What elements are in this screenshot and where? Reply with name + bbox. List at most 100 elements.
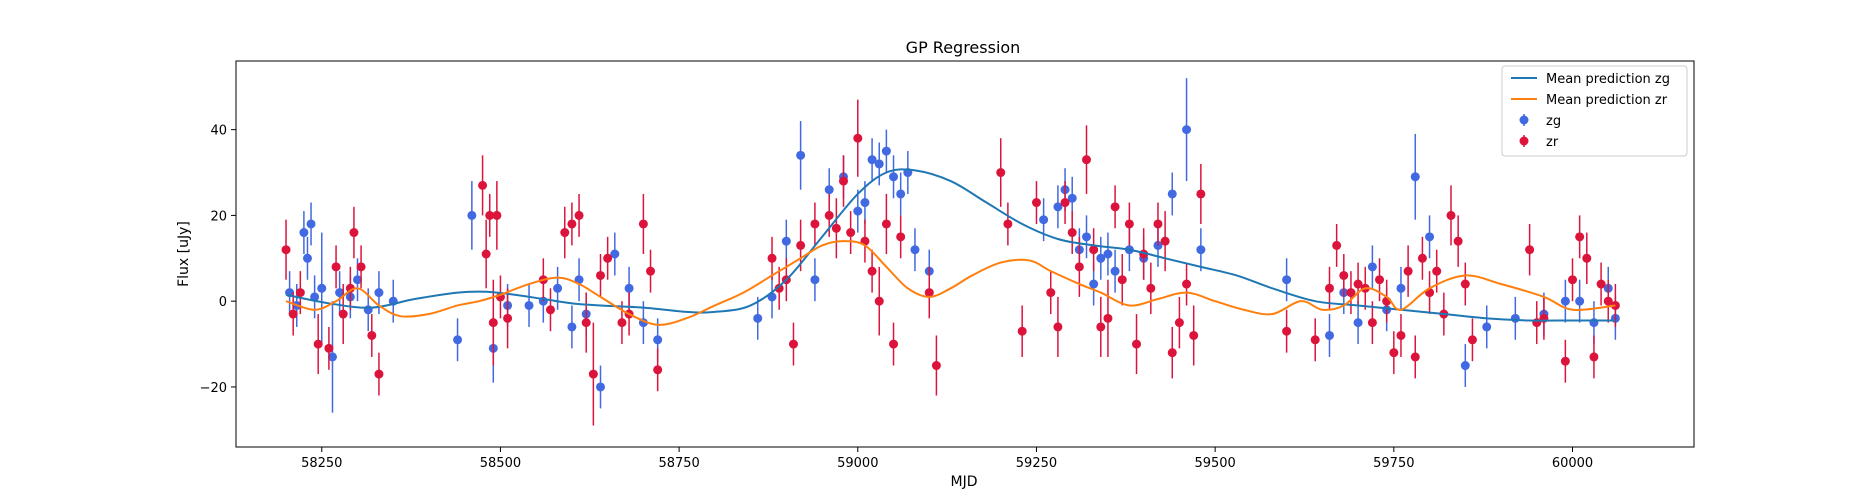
zr-point bbox=[481, 249, 491, 259]
zg-point bbox=[874, 159, 884, 169]
plot-frame bbox=[235, 60, 1695, 448]
zg-point bbox=[524, 300, 534, 310]
zr-point bbox=[545, 305, 555, 315]
zr-point bbox=[313, 339, 323, 349]
zg-point bbox=[796, 150, 806, 160]
zg-point bbox=[1353, 318, 1363, 328]
zg-point bbox=[453, 335, 463, 345]
zg-point bbox=[653, 335, 663, 345]
zr-point bbox=[503, 313, 513, 323]
zr-point bbox=[338, 309, 348, 319]
x-tick-label: 58500 bbox=[480, 456, 521, 471]
zr-point bbox=[924, 288, 934, 298]
zg-point bbox=[1089, 279, 1099, 289]
zr-point bbox=[1460, 279, 1470, 289]
zg-point bbox=[1082, 232, 1091, 242]
zr-point bbox=[1053, 322, 1063, 332]
zr-point bbox=[889, 339, 899, 349]
line-mean-prediction-zr bbox=[285, 240, 1616, 326]
zr-point bbox=[1196, 189, 1206, 199]
y-tick-label: 0 bbox=[219, 295, 227, 310]
zr-point bbox=[1003, 219, 1013, 229]
zr-point bbox=[1446, 210, 1456, 220]
zg-point bbox=[467, 210, 477, 220]
zr-point bbox=[331, 262, 341, 272]
zg-point bbox=[896, 189, 906, 199]
zg-point bbox=[1325, 330, 1334, 340]
zr-point bbox=[1017, 326, 1027, 336]
zr-point bbox=[1132, 339, 1142, 349]
zr-point bbox=[867, 266, 877, 276]
zr-point bbox=[1082, 155, 1091, 165]
zr-point bbox=[1282, 326, 1292, 336]
zr-point bbox=[874, 296, 884, 306]
zr-point bbox=[1389, 348, 1399, 358]
zr-point bbox=[1146, 283, 1156, 293]
zg-point bbox=[1039, 215, 1049, 225]
zg-point bbox=[363, 305, 373, 315]
legend-label-zr: zr bbox=[1546, 135, 1559, 150]
zr-point bbox=[1596, 279, 1606, 289]
zg-point bbox=[1510, 313, 1520, 323]
x-tick-label: 59000 bbox=[837, 456, 878, 471]
zr-point bbox=[1117, 275, 1127, 285]
zr-point bbox=[1417, 253, 1427, 263]
zr-point bbox=[1396, 330, 1406, 340]
zr-point bbox=[1074, 262, 1084, 272]
zr-point bbox=[1046, 288, 1056, 298]
legend-label-zg-line: Mean prediction zg bbox=[1546, 72, 1670, 87]
zg-point bbox=[1425, 232, 1435, 242]
zr-point bbox=[653, 365, 663, 375]
zr-point bbox=[596, 270, 605, 280]
zg-point bbox=[781, 236, 791, 246]
zr-point bbox=[839, 176, 848, 186]
zr-point bbox=[846, 228, 856, 238]
zr-point bbox=[488, 318, 498, 328]
zg-point bbox=[1575, 296, 1585, 306]
legend-label-zg: zg bbox=[1546, 114, 1561, 129]
zr-point bbox=[1182, 279, 1192, 289]
zg-point bbox=[824, 185, 834, 195]
zr-point bbox=[810, 219, 820, 229]
zr-point bbox=[1453, 236, 1463, 246]
zg-point bbox=[1196, 245, 1206, 255]
zr-point bbox=[574, 210, 584, 220]
zg-point bbox=[299, 228, 309, 238]
legend-marker-zr bbox=[1519, 136, 1529, 146]
x-tick-label: 59750 bbox=[1373, 456, 1414, 471]
zg-point bbox=[327, 352, 337, 362]
y-tick-label: 20 bbox=[210, 209, 227, 224]
zr-point bbox=[288, 309, 298, 319]
series-zg bbox=[285, 78, 1620, 413]
zr-point bbox=[896, 232, 906, 242]
zr-point bbox=[1560, 356, 1570, 366]
zr-point bbox=[796, 240, 806, 250]
zr-point bbox=[356, 262, 366, 272]
zg-point bbox=[1460, 361, 1470, 371]
zr-point bbox=[1031, 198, 1041, 208]
zr-point bbox=[478, 180, 488, 190]
zr-point bbox=[1067, 228, 1077, 238]
zg-point bbox=[1367, 262, 1377, 272]
zg-point bbox=[1053, 202, 1063, 212]
zr-point bbox=[603, 253, 613, 263]
zr-point bbox=[831, 223, 841, 233]
zr-point bbox=[1060, 198, 1070, 208]
zr-point bbox=[349, 228, 359, 238]
zr-point bbox=[1353, 279, 1363, 289]
zr-point bbox=[1575, 232, 1585, 242]
x-axis-label: MJD bbox=[951, 474, 978, 490]
zg-point bbox=[302, 253, 312, 263]
zr-point bbox=[1332, 240, 1342, 250]
zr-point bbox=[485, 210, 495, 220]
x-tick-label: 58750 bbox=[658, 456, 699, 471]
zr-point bbox=[1346, 288, 1356, 298]
x-tick-label: 58250 bbox=[301, 456, 342, 471]
zg-point bbox=[1282, 275, 1292, 285]
zg-point bbox=[867, 155, 877, 165]
zg-point bbox=[881, 146, 891, 156]
zr-point bbox=[1589, 352, 1599, 362]
zr-point bbox=[1339, 270, 1349, 280]
zr-point bbox=[617, 318, 627, 328]
